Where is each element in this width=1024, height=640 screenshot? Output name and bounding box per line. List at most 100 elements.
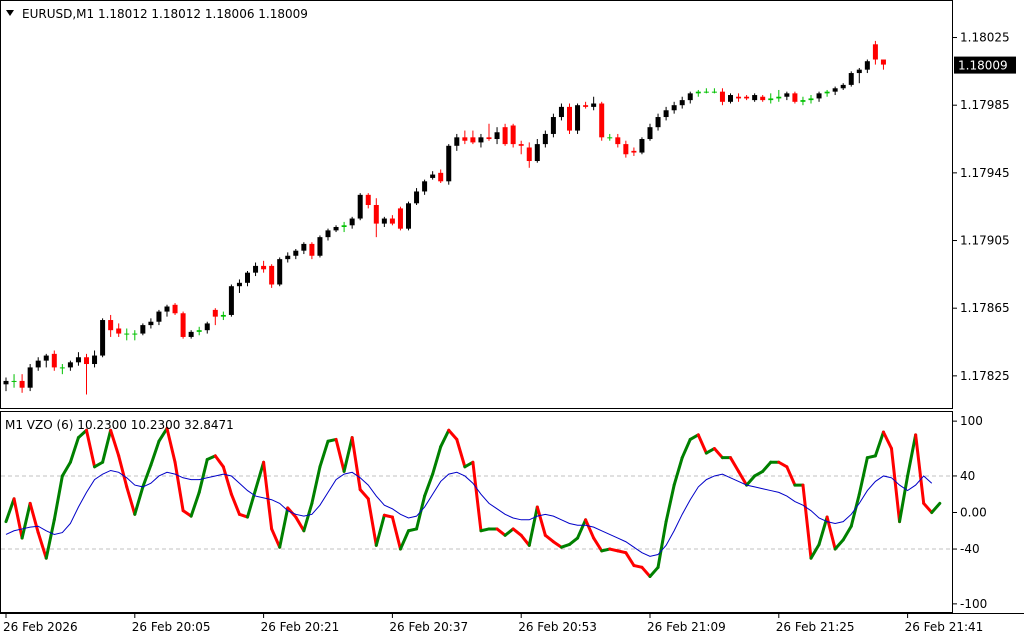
candle	[776, 89, 782, 102]
candle	[204, 321, 210, 334]
vzo-segment-up	[133, 485, 145, 516]
vzo-segment-down	[592, 536, 604, 553]
candle	[309, 242, 315, 260]
candle-body	[277, 259, 283, 285]
candle-body	[752, 95, 758, 101]
candle-body	[124, 333, 130, 335]
vzo-segment-up	[189, 490, 201, 518]
candle-body	[92, 355, 98, 365]
vzo-segment-down	[350, 436, 362, 492]
price-header: EURUSD,M1 1.18012 1.18012 1.18006 1.1800…	[22, 7, 308, 21]
candle-body	[663, 110, 669, 118]
vzo-segment-down	[366, 497, 378, 547]
vzo-segment-up	[704, 447, 716, 455]
candle	[679, 96, 685, 109]
candle-body	[148, 321, 154, 326]
candle	[575, 103, 581, 134]
candle-body	[687, 93, 693, 101]
candles-group	[3, 40, 886, 395]
price-pane-frame	[0, 0, 953, 409]
vzo-segment-down	[543, 533, 555, 544]
candle-body	[228, 286, 234, 315]
vzo-segment-down	[229, 492, 241, 516]
candle	[542, 130, 548, 148]
candle	[19, 374, 25, 393]
candle	[438, 169, 444, 184]
candle-body	[333, 226, 339, 231]
candle-body	[470, 137, 476, 143]
candle	[623, 140, 629, 158]
vzo-segment-up	[68, 436, 80, 464]
collapse-triangle-icon[interactable]	[6, 10, 14, 16]
vzo-segment-up	[906, 433, 918, 478]
candle-body	[800, 100, 806, 102]
vzo-segment-up	[20, 501, 32, 540]
candle	[502, 123, 508, 146]
vzo-segment-down	[262, 460, 274, 531]
time-tick-label: 26 Feb 21:41	[905, 620, 984, 634]
candle-body	[639, 139, 645, 153]
candle-body	[744, 96, 750, 99]
vzo-segment-down	[85, 428, 97, 469]
candle	[100, 318, 106, 358]
candle	[389, 215, 395, 226]
candle	[462, 130, 468, 145]
candle-body	[341, 225, 347, 227]
candle	[381, 216, 387, 227]
candle	[430, 171, 436, 180]
candle-body	[51, 353, 57, 368]
candle	[341, 221, 347, 233]
candle-body	[11, 380, 17, 382]
vzo-segment-down	[712, 447, 724, 460]
vzo-segment-up	[898, 474, 910, 524]
vzo-segment-up	[527, 505, 539, 547]
vzo-signal-line	[5, 469, 933, 557]
vzo-tick-label: 40	[960, 469, 975, 483]
vzo-segment-up	[398, 529, 410, 551]
vzo-segment-up	[60, 460, 72, 478]
candle	[11, 374, 17, 388]
candle	[518, 140, 524, 155]
candle-body	[792, 93, 798, 102]
price-tick-label: 1.17945	[960, 166, 1010, 180]
vzo-segment-up	[576, 518, 588, 540]
candle	[647, 123, 653, 141]
candle	[269, 264, 275, 288]
candle	[180, 311, 186, 339]
candle	[373, 198, 379, 238]
vzo-segment-up	[101, 428, 113, 464]
candle	[880, 59, 886, 70]
vzo-segment-up	[423, 472, 435, 498]
candle	[59, 364, 65, 375]
candle	[422, 179, 428, 195]
candle-body	[422, 181, 428, 192]
vzo-segment-down	[221, 465, 233, 496]
current-price-tag-bg	[954, 56, 1016, 74]
vzo-segment-up	[415, 494, 427, 531]
vzo-segment-up	[44, 518, 56, 560]
candle-body	[760, 96, 766, 101]
vzo-segment-down	[294, 515, 306, 533]
vzo-segment-down	[535, 505, 547, 537]
vzo-segment-up	[873, 430, 885, 458]
candle	[558, 103, 564, 121]
candle	[35, 357, 41, 371]
candle-body	[438, 172, 444, 182]
vzo-segment-down	[737, 469, 749, 487]
candle-body	[43, 355, 49, 361]
candle-body	[27, 367, 33, 388]
candle	[703, 88, 709, 94]
vzo-segment-up	[656, 520, 668, 569]
vzo-segment-up	[503, 527, 515, 537]
candle	[164, 304, 170, 317]
time-tick-label: 26 Feb 20:37	[389, 620, 468, 634]
candle-body	[180, 313, 186, 337]
candle	[414, 188, 420, 205]
candle	[856, 67, 862, 84]
candle	[261, 260, 267, 273]
indicator-header: M1 VZO (6) 10.2300 10.2300 32.8471	[5, 418, 234, 432]
candle-body	[67, 362, 73, 368]
candle	[3, 377, 9, 392]
current-price-label: 1.18009	[958, 59, 1008, 73]
